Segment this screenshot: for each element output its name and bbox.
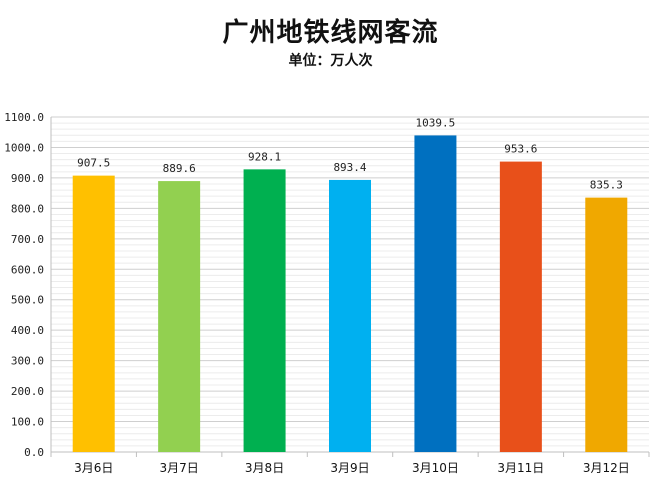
- x-tick-label: 3月12日: [583, 461, 630, 475]
- data-label: 907.5: [77, 157, 110, 170]
- bar: [243, 169, 286, 452]
- y-tick-label: 700.0: [11, 233, 44, 246]
- y-tick-label: 900.0: [11, 172, 44, 185]
- data-label: 1039.5: [416, 116, 456, 129]
- y-tick-label: 400.0: [11, 324, 44, 337]
- y-tick-label: 800.0: [11, 202, 44, 215]
- x-tick-label: 3月10日: [412, 461, 459, 475]
- data-label: 928.1: [248, 150, 281, 163]
- bar: [158, 181, 201, 453]
- bar: [72, 175, 115, 452]
- y-tick-label: 500.0: [11, 294, 44, 307]
- x-tick-label: 3月9日: [330, 461, 369, 475]
- chart-title: 广州地铁线网客流: [222, 18, 439, 48]
- data-label: 889.6: [163, 162, 196, 175]
- data-label: 893.4: [333, 161, 366, 174]
- y-tick-label: 300.0: [11, 355, 44, 368]
- x-tick-label: 3月6日: [74, 461, 113, 475]
- y-tick-label: 600.0: [11, 263, 44, 276]
- y-tick-label: 100.0: [11, 416, 44, 429]
- y-tick-label: 0.0: [24, 446, 44, 459]
- data-label: 953.6: [504, 143, 537, 156]
- bar: [329, 179, 371, 452]
- data-label: 835.3: [590, 179, 623, 192]
- bar: [585, 197, 628, 452]
- x-tick-label: 3月8日: [245, 461, 284, 475]
- y-tick-label: 1100.0: [4, 111, 44, 124]
- chart-subtitle: 单位：万人次: [288, 53, 373, 69]
- x-tick-label: 3月7日: [160, 461, 199, 475]
- bar: [499, 161, 542, 452]
- y-tick-label: 1000.0: [4, 141, 44, 154]
- x-tick-label: 3月11日: [497, 461, 544, 475]
- bar: [414, 135, 457, 453]
- y-tick-label: 200.0: [11, 385, 44, 398]
